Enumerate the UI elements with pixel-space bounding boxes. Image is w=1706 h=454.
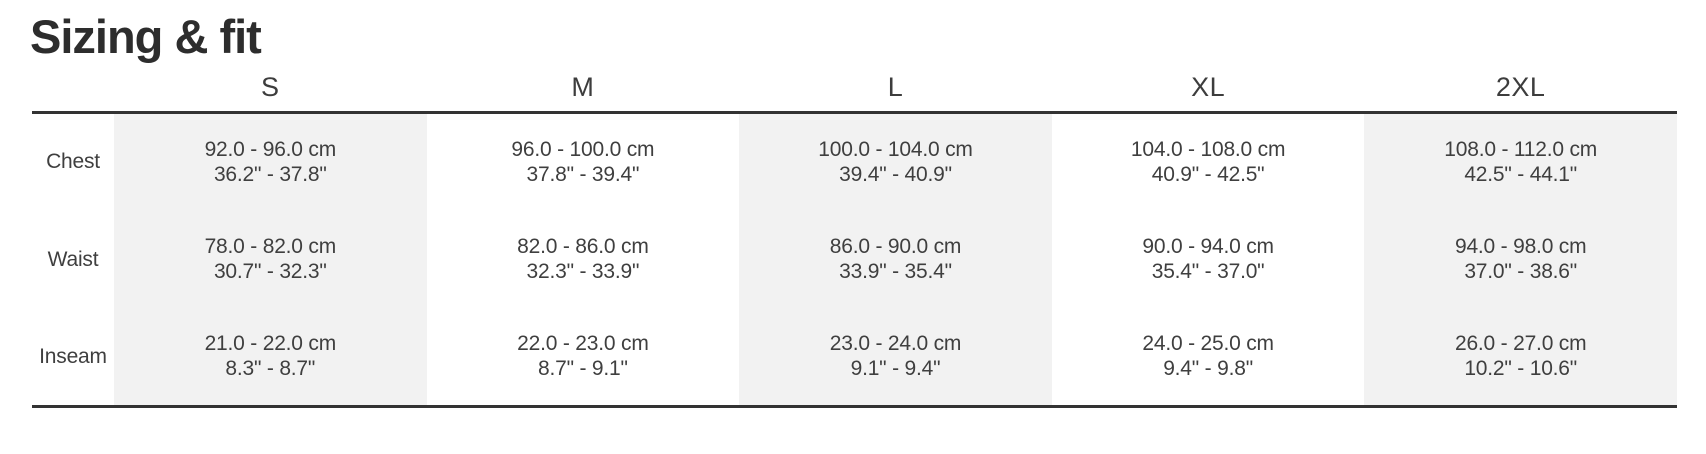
table-row-waist: Waist 78.0 - 82.0 cm 30.7" - 32.3" 82.0 … — [32, 210, 1677, 308]
cell-chest-m: 96.0 - 100.0 cm 37.8" - 39.4" — [426, 112, 740, 210]
column-header-s: S — [114, 68, 427, 114]
cell-inseam-m: 22.0 - 23.0 cm 8.7" - 9.1" — [426, 308, 740, 408]
measurement-cm: 22.0 - 23.0 cm — [517, 332, 649, 356]
cell-inseam-xl: 24.0 - 25.0 cm 9.4" - 9.8" — [1051, 308, 1365, 408]
measurement-in: 30.7" - 32.3" — [213, 260, 327, 283]
cell-inseam-2xl: 26.0 - 27.0 cm 10.2" - 10.6" — [1364, 308, 1677, 408]
measurement-in: 10.2" - 10.6" — [1464, 357, 1578, 381]
header-row: S M L XL 2XL — [32, 68, 1677, 114]
measurement-in: 33.9" - 35.4" — [839, 260, 952, 283]
measurement-cm: 21.0 - 22.0 cm — [204, 332, 337, 356]
section-title: Sizing & fit — [30, 10, 262, 63]
cell-inseam-s: 21.0 - 22.0 cm 8.3" - 8.7" — [114, 308, 427, 408]
measurement-cm: 26.0 - 27.0 cm — [1454, 332, 1587, 356]
sizing-table: S M L XL 2XL Chest 92.0 - 96.0 cm 36.2" … — [32, 68, 1677, 408]
row-label-chest: Chest — [32, 112, 114, 210]
measurement-in: 32.3" - 33.9" — [526, 260, 640, 283]
cell-waist-l: 86.0 - 90.0 cm 33.9" - 35.4" — [739, 210, 1052, 308]
header-corner-cell — [32, 68, 114, 114]
cell-chest-2xl: 108.0 - 112.0 cm 42.5" - 44.1" — [1364, 112, 1677, 210]
measurement-cm: 82.0 - 86.0 cm — [517, 235, 649, 258]
column-header-m: M — [426, 68, 740, 114]
measurement-in: 9.4" - 9.8" — [1163, 357, 1253, 381]
measurement-in: 42.5" - 44.1" — [1464, 162, 1578, 186]
measurement-cm: 92.0 - 96.0 cm — [204, 137, 337, 161]
table-row-chest: Chest 92.0 - 96.0 cm 36.2" - 37.8" 96.0 … — [32, 112, 1677, 210]
measurement-cm: 104.0 - 108.0 cm — [1130, 137, 1286, 161]
column-header-xl: XL — [1051, 68, 1365, 114]
measurement-in: 8.3" - 8.7" — [225, 357, 316, 381]
measurement-in: 37.0" - 38.6" — [1464, 260, 1578, 283]
measurement-cm: 96.0 - 100.0 cm — [511, 137, 655, 161]
column-header-2xl: 2XL — [1364, 68, 1677, 114]
measurement-cm: 78.0 - 82.0 cm — [204, 235, 337, 258]
measurement-in: 36.2" - 37.8" — [213, 162, 327, 186]
measurement-in: 39.4" - 40.9" — [839, 162, 952, 186]
measurement-cm: 94.0 - 98.0 cm — [1454, 235, 1587, 258]
cell-chest-xl: 104.0 - 108.0 cm 40.9" - 42.5" — [1051, 112, 1365, 210]
measurement-cm: 86.0 - 90.0 cm — [829, 235, 962, 258]
measurement-cm: 108.0 - 112.0 cm — [1444, 137, 1598, 161]
sizing-table-body: Chest 92.0 - 96.0 cm 36.2" - 37.8" 96.0 … — [32, 112, 1677, 408]
cell-chest-l: 100.0 - 104.0 cm 39.4" - 40.9" — [739, 112, 1052, 210]
measurement-cm: 24.0 - 25.0 cm — [1142, 332, 1274, 356]
measurement-in: 35.4" - 37.0" — [1151, 260, 1265, 283]
table-row-inseam: Inseam 21.0 - 22.0 cm 8.3" - 8.7" 22.0 -… — [32, 308, 1677, 408]
measurement-in: 40.9" - 42.5" — [1151, 162, 1265, 186]
sizing-table-header: S M L XL 2XL — [32, 68, 1677, 114]
cell-waist-s: 78.0 - 82.0 cm 30.7" - 32.3" — [114, 210, 427, 308]
measurement-cm: 23.0 - 24.0 cm — [829, 332, 962, 356]
cell-waist-m: 82.0 - 86.0 cm 32.3" - 33.9" — [426, 210, 740, 308]
cell-chest-s: 92.0 - 96.0 cm 36.2" - 37.8" — [114, 112, 427, 210]
measurement-cm: 100.0 - 104.0 cm — [818, 137, 973, 161]
measurement-in: 9.1" - 9.4" — [850, 357, 941, 381]
cell-waist-xl: 90.0 - 94.0 cm 35.4" - 37.0" — [1051, 210, 1365, 308]
cell-inseam-l: 23.0 - 24.0 cm 9.1" - 9.4" — [739, 308, 1052, 408]
measurement-cm: 90.0 - 94.0 cm — [1142, 235, 1274, 258]
column-header-l: L — [739, 68, 1052, 114]
cell-waist-2xl: 94.0 - 98.0 cm 37.0" - 38.6" — [1364, 210, 1677, 308]
row-label-waist: Waist — [32, 210, 114, 308]
measurement-in: 37.8" - 39.4" — [526, 162, 640, 186]
row-label-inseam: Inseam — [32, 308, 114, 408]
measurement-in: 8.7" - 9.1" — [538, 357, 628, 381]
